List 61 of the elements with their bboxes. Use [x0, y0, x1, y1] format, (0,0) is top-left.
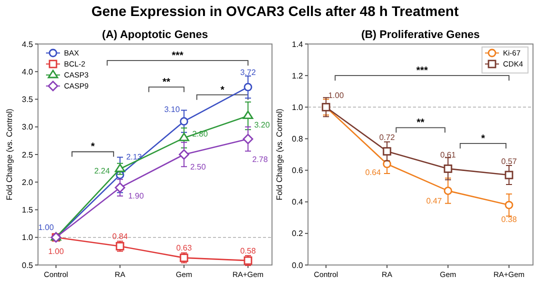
annotation: ** [416, 118, 425, 129]
point [444, 164, 452, 173]
y-axis-title: Fold Change (vs. Control) [275, 108, 284, 200]
annotation: * [220, 84, 224, 96]
annotation: ** [162, 77, 170, 88]
point [504, 170, 514, 180]
y-tick-label: 0.0 [292, 260, 304, 270]
y-tick-label: 4.0 [22, 67, 34, 76]
data-label: 0.58 [240, 246, 256, 256]
data-label: 0.63 [176, 244, 192, 253]
y-tick-label: 3.5 [22, 95, 34, 104]
y-tick-label: 0.2 [292, 229, 304, 238]
point [178, 149, 190, 160]
data-label: 1.90 [128, 191, 144, 200]
data-label: 0.38 [501, 214, 518, 224]
data-label: 1.00 [328, 90, 344, 100]
data-label: 0.64 [365, 168, 382, 177]
point [504, 200, 514, 210]
data-label: 0.47 [426, 196, 442, 206]
y-tick-label: 1.4 [292, 40, 304, 49]
y-tick-label: 0.6 [292, 166, 304, 176]
y-tick-label: 1.5 [22, 206, 34, 215]
data-label: 0.72 [379, 133, 396, 142]
point [242, 110, 254, 120]
y-tick-label: 0.4 [292, 198, 304, 207]
y-tick-label: 0.5 [22, 260, 34, 270]
y-tick-label: 0.8 [292, 134, 304, 144]
annotation: * [90, 142, 95, 153]
data-label: 0.57 [501, 156, 518, 166]
annotation: * [481, 133, 486, 144]
y-tick-label: 4.5 [22, 40, 34, 49]
data-label: 1.00 [38, 223, 54, 232]
data-label: 1.00 [48, 247, 64, 256]
point [444, 186, 452, 196]
data-label: 3.10 [164, 105, 180, 114]
point [114, 182, 126, 193]
point [242, 134, 254, 144]
data-label: 3.72 [240, 68, 256, 77]
chart-subtitle: (A) Apoptotic Genes [102, 29, 208, 41]
point [178, 132, 190, 142]
y-tick-label: 3.0 [22, 122, 34, 132]
y-tick-label: 2.0 [22, 178, 34, 187]
point [180, 117, 188, 126]
data-label: 0.61 [440, 150, 456, 160]
data-label: 2.24 [94, 166, 110, 176]
y-tick-label: 1.2 [292, 71, 304, 80]
y-tick-label: 1.0 [292, 102, 304, 112]
y-axis-title: Fold Change (vs. Control) [5, 108, 14, 200]
point [114, 164, 126, 172]
y-tick-label: 1.0 [22, 233, 34, 242]
point [382, 147, 392, 156]
annotation: *** [172, 50, 184, 62]
y-tick-label: 2.5 [22, 150, 34, 160]
chart-title: Gene Expression in OVCAR3 Cells after 48 h Treatment [91, 3, 459, 19]
data-label: 0.84 [112, 232, 128, 242]
chart-subtitle: (B) Proliferative Genes [361, 29, 480, 41]
point [244, 82, 252, 92]
data-label: 3.20 [254, 120, 270, 130]
data-label: 2.78 [252, 154, 268, 164]
data-label: 2.50 [190, 162, 206, 172]
annotation: *** [416, 66, 428, 77]
